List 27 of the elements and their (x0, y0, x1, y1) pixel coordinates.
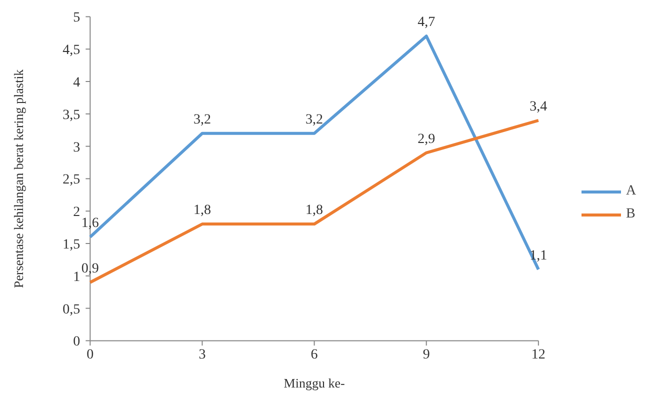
x-axis-title: Minggu ke- (284, 375, 345, 390)
y-tick-label: 0 (73, 334, 80, 350)
y-tick-label: 4,5 (62, 43, 80, 58)
x-tick-label: 9 (422, 348, 430, 363)
y-tick-label: 3 (73, 140, 80, 156)
data-label: 4,7 (418, 15, 436, 30)
data-label: 1,8 (193, 203, 211, 218)
y-tick-label: 2,5 (62, 172, 80, 188)
x-tick-label: 12 (531, 348, 546, 363)
data-label: 2,9 (418, 132, 436, 147)
legend-label: A (626, 183, 638, 199)
y-axis-title: Persentase kehilangan berat kering plastik (10, 68, 26, 288)
data-label: 3,2 (193, 112, 211, 128)
y-tick-label: 0,5 (62, 302, 80, 318)
x-tick-label: 6 (310, 348, 318, 363)
y-tick-label: 5 (73, 10, 80, 26)
x-tick-label: 0 (86, 348, 94, 363)
x-tick-label: 3 (198, 348, 206, 363)
data-label: 1,8 (306, 203, 324, 218)
data-label: 3,4 (530, 99, 548, 114)
y-tick-label: 1,5 (62, 238, 80, 252)
legend-label: B (626, 206, 636, 222)
data-label: 3,2 (306, 112, 324, 128)
y-tick-label: 2 (73, 205, 80, 220)
y-tick-label: 3,5 (62, 108, 80, 123)
y-tick-label: 4 (73, 76, 80, 90)
y-tick-label: 1 (73, 270, 80, 285)
